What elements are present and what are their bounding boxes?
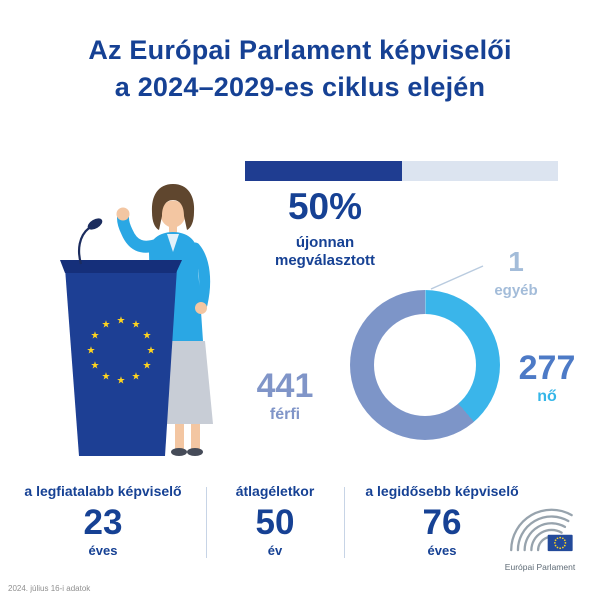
stat-value: 76 xyxy=(422,503,462,542)
eu-flag xyxy=(547,534,573,552)
svg-text:★: ★ xyxy=(102,320,111,331)
women-label: nő xyxy=(537,388,557,405)
men-label-block: 441 férfi xyxy=(233,368,337,424)
shoe xyxy=(187,448,203,456)
stat-unit: éves xyxy=(88,543,118,558)
raised-hand xyxy=(116,207,130,221)
men-label: férfi xyxy=(269,406,301,423)
svg-text:★: ★ xyxy=(102,372,111,383)
title-line-1: Az Európai Parlament képviselői xyxy=(88,35,512,65)
ep-hemicycle-icon xyxy=(510,508,573,552)
page-title: Az Európai Parlament képviselői a 2024–2… xyxy=(0,32,600,106)
svg-text:★: ★ xyxy=(117,316,126,327)
stat-unit: éves xyxy=(427,543,457,558)
stat-value: 23 xyxy=(83,503,123,542)
svg-text:★: ★ xyxy=(147,346,156,357)
stat-unit: év xyxy=(267,543,283,558)
stat-average-age: átlagéletkor 50 év xyxy=(206,483,344,558)
neck xyxy=(169,226,177,236)
leg xyxy=(175,424,184,450)
women-count: 277 xyxy=(518,349,576,387)
title-line-2: a 2024–2029-es ciklus elején xyxy=(114,72,486,102)
side-arm xyxy=(189,242,211,310)
microphone-stem xyxy=(78,227,90,265)
other-label: egyéb xyxy=(494,282,538,299)
newly-elected-caption-line-2: megválasztott xyxy=(274,252,376,269)
stats-divider xyxy=(206,487,207,558)
shirt xyxy=(167,234,179,252)
podium-top xyxy=(60,260,182,273)
men-count: 441 xyxy=(256,367,314,405)
svg-text:★: ★ xyxy=(91,361,100,372)
svg-text:★: ★ xyxy=(132,372,141,383)
shoe xyxy=(171,448,187,456)
face xyxy=(160,200,186,228)
hair xyxy=(151,184,195,230)
newly-elected-bar-fill xyxy=(245,161,402,181)
stat-label: a legfiatalabb képviselő xyxy=(24,483,182,499)
speaker-at-podium-illustration: ★★★ ★★★ ★★★ ★ ★★ xyxy=(60,184,213,456)
side-hand xyxy=(195,302,207,314)
newly-elected-caption-line-1: újonnan xyxy=(295,234,355,251)
logo-caption: Európai Parlament xyxy=(504,562,576,572)
stat-label: átlagéletkor xyxy=(235,483,315,499)
raised-arm xyxy=(117,212,165,253)
european-parliament-logo: Európai Parlament xyxy=(492,502,588,572)
other-label-block: 1 egyéb xyxy=(478,246,554,300)
svg-text:★: ★ xyxy=(91,331,100,342)
svg-text:★: ★ xyxy=(87,346,96,357)
leg xyxy=(191,424,200,450)
svg-text:★: ★ xyxy=(132,320,141,331)
source-note: 2024. július 16-i adatok xyxy=(8,584,91,593)
gender-donut-chart xyxy=(350,290,500,440)
stat-youngest: a legfiatalabb képviselő 23 éves xyxy=(0,483,206,558)
stats-divider xyxy=(344,487,345,558)
svg-text:★: ★ xyxy=(117,376,126,387)
other-callout-line xyxy=(430,265,484,290)
podium: ★★★ ★★★ ★★★ ★ ★★ xyxy=(60,218,182,456)
svg-text:★: ★ xyxy=(143,331,152,342)
newly-elected-bar xyxy=(245,161,558,181)
stat-value: 50 xyxy=(255,503,295,542)
newly-elected-caption: újonnan megválasztott xyxy=(245,234,405,270)
newly-elected-percent: 50% xyxy=(287,186,363,227)
eu-stars-circle: ★★★ ★★★ ★★★ ★ ★★ xyxy=(87,316,156,387)
stat-label: a legidősebb képviselő xyxy=(365,483,519,499)
women-label-block: 277 nő xyxy=(503,350,591,406)
microphone-icon xyxy=(87,218,103,230)
donut-hole xyxy=(374,314,476,416)
svg-text:★: ★ xyxy=(143,361,152,372)
eu-flag-stars xyxy=(554,536,567,550)
podium-front xyxy=(65,268,177,456)
other-count: 1 xyxy=(508,246,524,277)
stat-oldest: a legidősebb képviselő 76 éves xyxy=(344,483,540,558)
